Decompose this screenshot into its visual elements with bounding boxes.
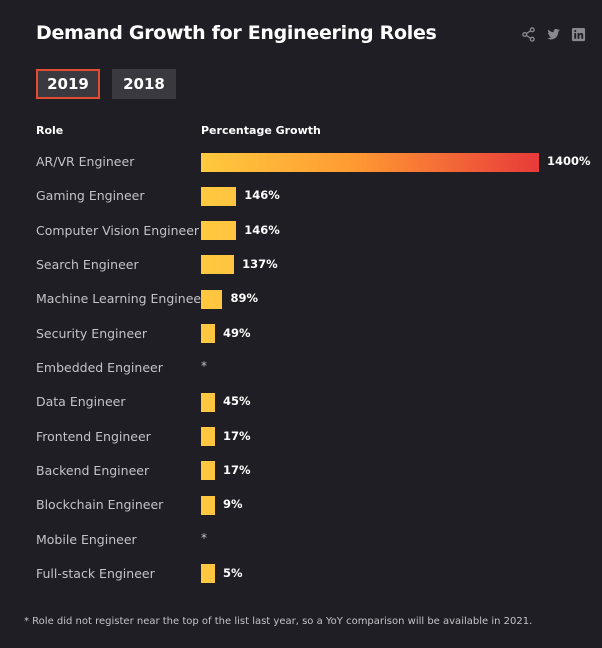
bar[interactable] <box>201 392 215 412</box>
role-label: Data Engineer <box>36 394 126 410</box>
bar[interactable] <box>201 564 215 584</box>
bar[interactable] <box>201 289 223 309</box>
role-label: Mobile Engineer <box>36 531 137 547</box>
bar[interactable] <box>201 461 215 481</box>
value-label: 89% <box>230 291 259 306</box>
role-label: Full-stack Engineer <box>36 565 155 581</box>
value-label: 17% <box>223 462 251 477</box>
role-label: Security Engineer <box>36 325 147 341</box>
role-label: AR/VR Engineer <box>36 154 135 169</box>
value-label: 49% <box>223 325 251 340</box>
growth-column-header: Percentage Growth <box>201 124 321 137</box>
bar[interactable] <box>201 495 215 515</box>
value-label: 1400% <box>547 154 591 168</box>
tab-2019[interactable]: 2019 <box>36 69 100 99</box>
year-tabs: 2019 2018 <box>36 69 176 99</box>
value-label: 146% <box>244 188 280 203</box>
bar[interactable] <box>201 186 237 206</box>
bar[interactable] <box>201 221 237 241</box>
value-label: 5% <box>223 565 243 580</box>
role-label: Backend Engineer <box>36 462 150 478</box>
no-data-marker: * <box>201 530 207 545</box>
value-label: 45% <box>223 394 251 409</box>
twitter-icon[interactable] <box>546 27 561 42</box>
value-label: 9% <box>223 497 243 512</box>
share-icon[interactable] <box>521 27 536 42</box>
role-label: Blockchain Engineer <box>36 497 164 513</box>
value-label: 17% <box>223 428 251 443</box>
role-label: Machine Learning Engineer <box>36 291 207 307</box>
bar[interactable] <box>201 255 235 275</box>
value-label: 137% <box>242 256 278 271</box>
role-label: Search Engineer <box>36 256 139 272</box>
value-label: 146% <box>244 222 280 237</box>
footnote: * Role did not register near the top of … <box>24 616 533 627</box>
role-column-header: Role <box>36 124 64 137</box>
share-bar <box>521 27 586 42</box>
role-label: Frontend Engineer <box>36 428 151 444</box>
tab-2018[interactable]: 2018 <box>112 69 176 99</box>
linkedin-icon[interactable] <box>571 27 586 42</box>
role-label: Gaming Engineer <box>36 188 145 204</box>
bar[interactable] <box>201 427 215 447</box>
chart-title: Demand Growth for Engineering Roles <box>36 22 437 44</box>
bar[interactable] <box>201 152 539 172</box>
role-label: Computer Vision Engineer <box>36 222 200 238</box>
role-label: Embedded Engineer <box>36 359 163 375</box>
no-data-marker: * <box>201 358 207 373</box>
bar[interactable] <box>201 324 215 344</box>
